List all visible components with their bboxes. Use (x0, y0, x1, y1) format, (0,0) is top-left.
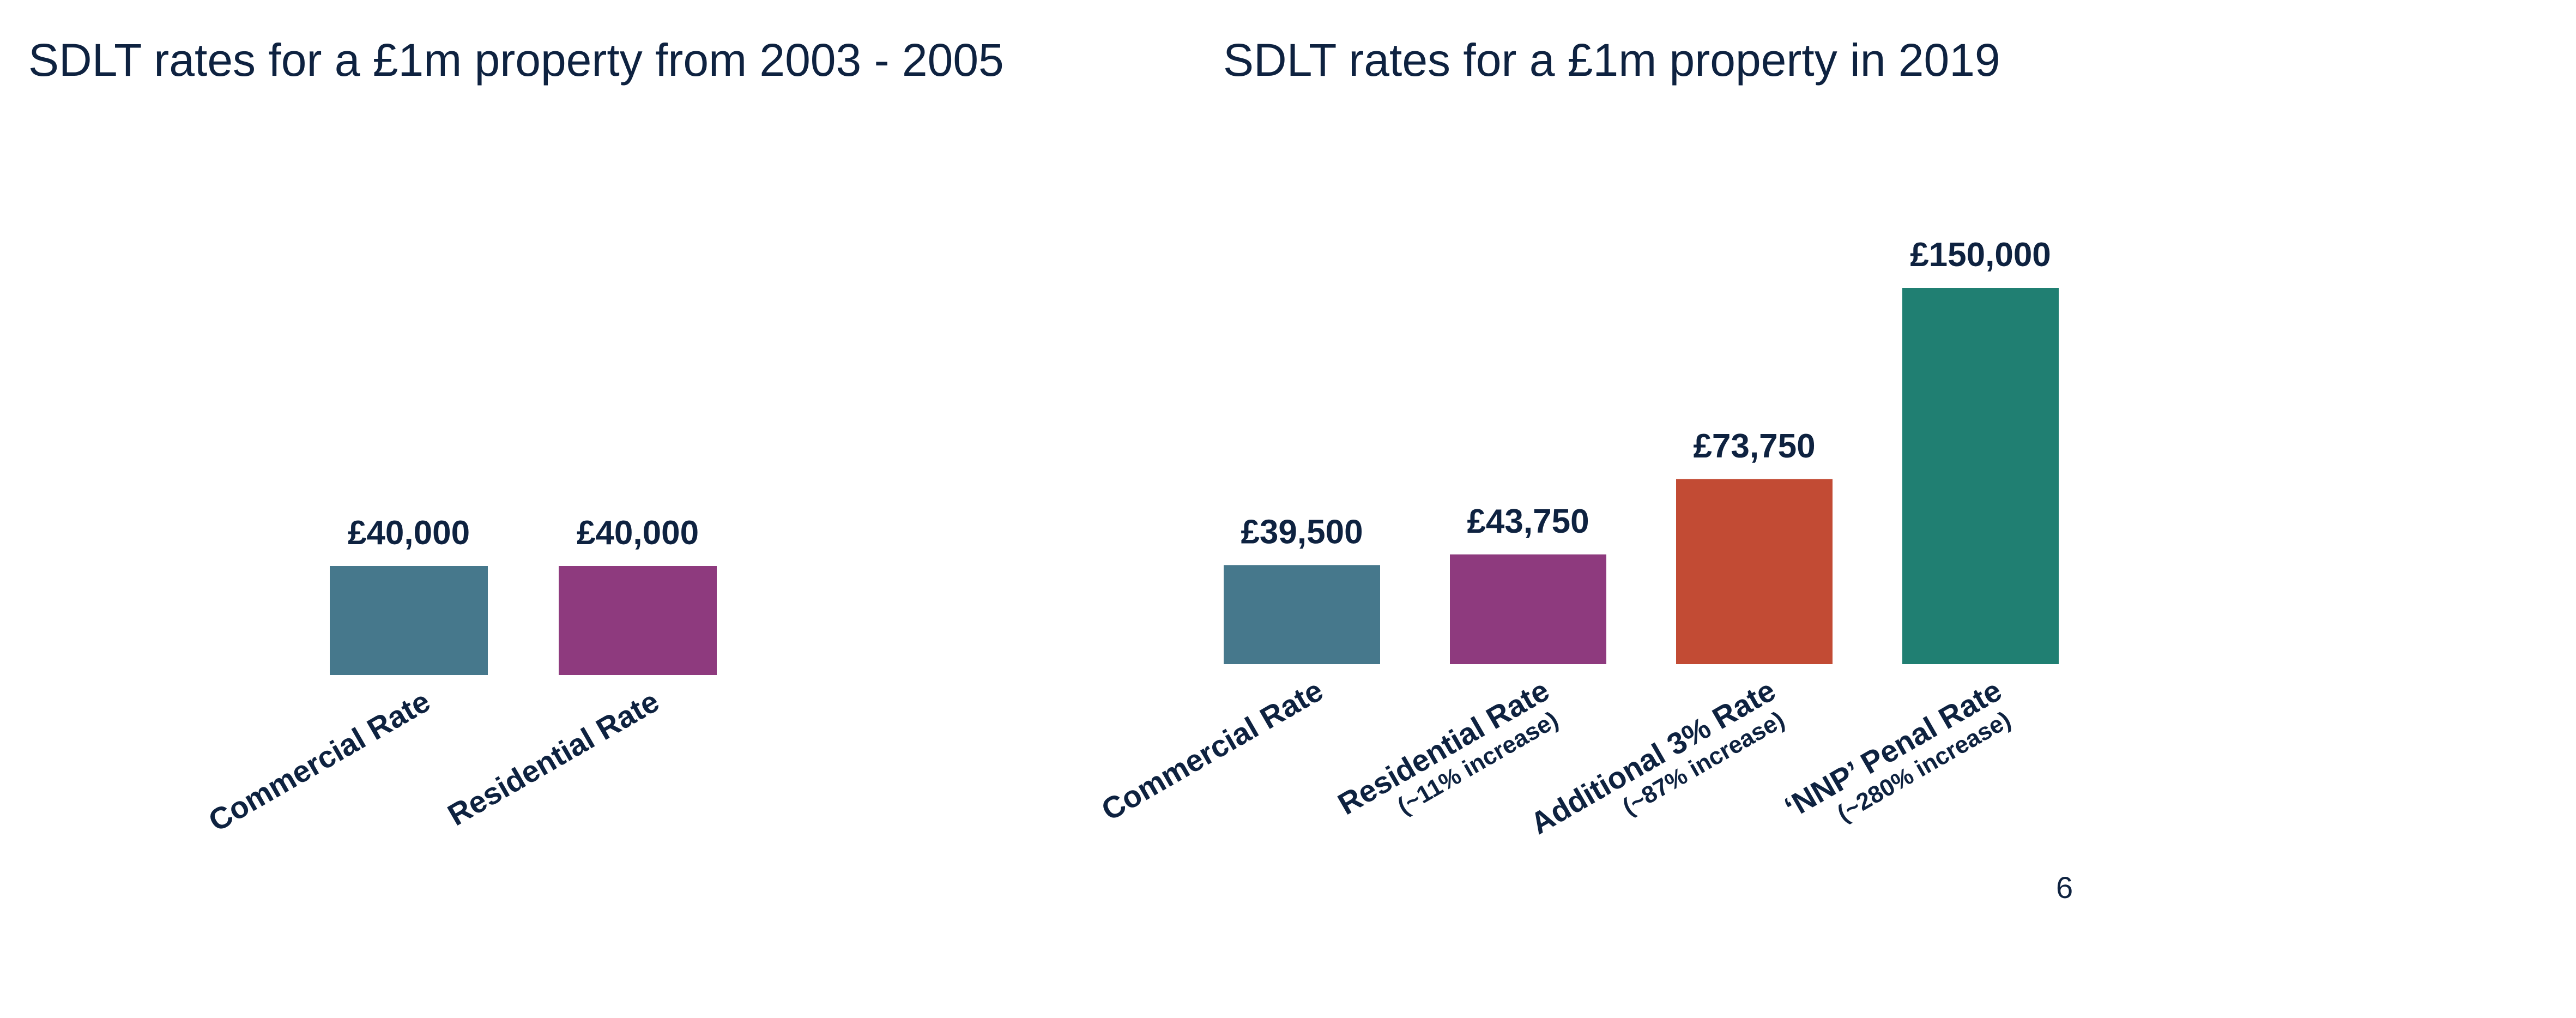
bar-residential-rate (559, 566, 717, 675)
chart-plot-area: £40,000 Commercial Rate £40,000 Residential… (203, 514, 717, 838)
bar-additional-3-rate (1676, 479, 1833, 664)
category-label-group: Residential Rate (442, 684, 665, 832)
bar-commercial-rate (330, 566, 488, 675)
chart-sdlt-2019: SDLT rates for a £1m property in 2019 £3… (1096, 0, 2576, 1018)
data-label: £150,000 (1910, 236, 2051, 274)
chart-title: SDLT rates for a £1m property from 2003 … (28, 34, 1004, 86)
chart-title: SDLT rates for a £1m property in 2019 (1223, 34, 2000, 86)
category-label: Residential Rate (442, 684, 665, 832)
category-label-group: Additional 3% Rate(~87% increase) (1525, 673, 1789, 841)
bar-nnp-penal-rate (1902, 288, 2059, 664)
data-label: £40,000 (577, 514, 699, 552)
chart-sdlt-2003-2005: SDLT rates for a £1m property from 2003 … (0, 0, 1199, 1018)
bar-commercial-rate (1224, 565, 1380, 664)
category-label: Commercial Rate (203, 684, 436, 838)
category-label-group: ‘NNP’ Penal Rate(~280% increase) (1779, 673, 2015, 827)
bar-residential-rate (1450, 554, 1606, 664)
data-label: £39,500 (1241, 513, 1363, 551)
data-label: £43,750 (1467, 503, 1589, 540)
category-label: Additional 3% Rate (1525, 673, 1781, 841)
page-number: 6 (2056, 870, 2073, 905)
data-label: £73,750 (1693, 427, 1815, 465)
category-label-group: Commercial Rate (203, 684, 436, 838)
data-label: £40,000 (348, 514, 470, 552)
